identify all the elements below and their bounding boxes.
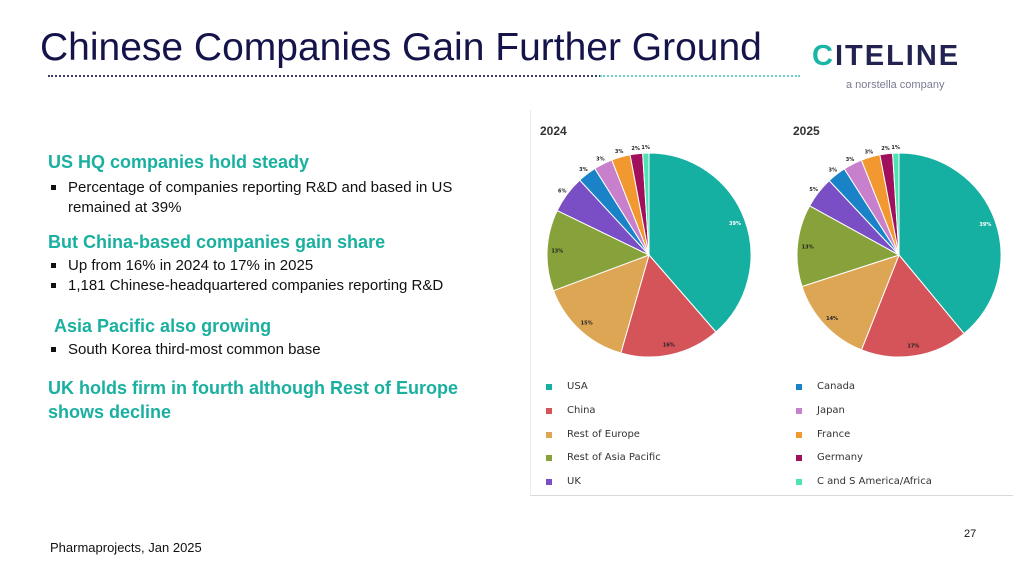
logo-tagline: a norstella company [846, 79, 945, 91]
legend-label: UK [567, 476, 581, 487]
legend-label: C and S America/Africa [817, 476, 932, 487]
text-column: US HQ companies hold steady Percentage o… [48, 150, 518, 424]
legend-swatch [796, 432, 802, 438]
data-label-rest-of-europe: 14% [826, 316, 838, 322]
data-label-france: 3% [615, 149, 624, 155]
data-label-china: 16% [663, 343, 675, 349]
legend-swatch [796, 384, 802, 390]
legend-swatch [546, 384, 552, 390]
data-label-usa: 39% [979, 222, 991, 228]
chart-legend: USA China Rest of Europe Rest of Asia Pa… [546, 381, 1006, 491]
legend-label: France [817, 429, 851, 440]
data-label-uk: 6% [558, 189, 567, 195]
legend-swatch [796, 408, 802, 414]
citeline-logo: CITELINE a norstella company [812, 40, 992, 96]
pie-slice-c-and-s-america-africa [642, 152, 650, 256]
bullet-south-korea: South Korea third-most common base [48, 340, 518, 360]
data-label-france: 3% [865, 149, 874, 155]
legend-label: Japan [817, 405, 845, 416]
logo-wordmark: CITELINE [812, 40, 960, 73]
legend-swatch [796, 455, 802, 461]
legend-label: Canada [817, 381, 856, 392]
legend-label: Rest of Europe [567, 429, 640, 440]
source-footer: Pharmaprojects, Jan 2025 [50, 540, 202, 555]
data-label-canada: 3% [579, 167, 588, 173]
data-label-japan: 3% [596, 157, 605, 163]
data-label-germany: 2% [881, 146, 890, 152]
logo-wordmark-rest: ITELINE [834, 40, 961, 72]
chart-title-2025: 2025 [793, 124, 820, 138]
legend-label: Rest of Asia Pacific [567, 452, 661, 463]
legend-swatch [796, 479, 802, 485]
data-label-rest-of-asia-pacific: 13% [551, 249, 563, 255]
legend-label: China [567, 405, 596, 416]
chart-title-2024: 2024 [540, 124, 567, 138]
section-heading-asia-pacific: Asia Pacific also growing [54, 316, 272, 336]
pie-slice-rest-of-asia-pacific [796, 205, 901, 288]
pie-slice-china [860, 254, 965, 358]
data-label-rest-of-asia-pacific: 13% [802, 244, 814, 250]
section-heading-us: US HQ companies hold steady [48, 152, 310, 172]
pie-slice-china [620, 253, 717, 358]
data-label-germany: 2% [631, 146, 640, 152]
legend-swatch [546, 408, 552, 414]
legend-swatch [546, 432, 552, 438]
logo-wordmark-c: C [812, 40, 835, 72]
pie-chart-2024: 39% 16% 15% 13% 6% 3% 3% 3% 2% 1% [546, 145, 752, 358]
data-label-uk: 5% [809, 187, 818, 193]
pie-slice-usa [648, 152, 752, 333]
title-divider [48, 75, 800, 77]
bullet-china-count: 1,181 Chinese-headquartered companies re… [48, 276, 518, 296]
pie-slice-usa [898, 152, 1002, 335]
section-heading-china: But China-based companies gain share [48, 232, 386, 252]
section-heading-uk: UK holds firm in fourth although Rest of… [48, 378, 458, 422]
data-label-china: 17% [907, 344, 919, 350]
bullet-us-steady: Percentage of companies reporting R&D an… [48, 178, 518, 218]
data-label-canada: 3% [829, 168, 838, 174]
pie-slice-rest-of-europe [552, 254, 650, 354]
pie-chart-2025: 39% 17% 14% 13% 5% 3% 3% 3% 2% 1% [796, 145, 1002, 358]
legend-label: Germany [817, 452, 863, 463]
chart-panel: 2024 2025 39% 16% 15% 13% 6% 3% 3% 3% 2% 1% 39% 17… [530, 110, 1013, 496]
pie-slice-rest-of-asia-pacific [546, 209, 651, 292]
page-number: 27 [964, 528, 977, 540]
data-label-c-and-s-america-africa: 1% [891, 145, 900, 151]
pie-slice-c-and-s-america-africa [892, 152, 900, 256]
data-label-c-and-s-america-africa: 1% [641, 145, 650, 151]
data-label-usa: 39% [729, 221, 741, 227]
legend-label: USA [567, 381, 588, 392]
bullet-china-share: Up from 16% in 2024 to 17% in 2025 [48, 256, 518, 276]
title-divider-accent [600, 75, 800, 77]
legend-swatch [546, 455, 552, 461]
data-label-japan: 3% [846, 157, 855, 163]
legend-swatch [546, 479, 552, 485]
slide-title: Chinese Companies Gain Further Ground [40, 26, 762, 69]
data-label-rest-of-europe: 15% [581, 320, 593, 326]
